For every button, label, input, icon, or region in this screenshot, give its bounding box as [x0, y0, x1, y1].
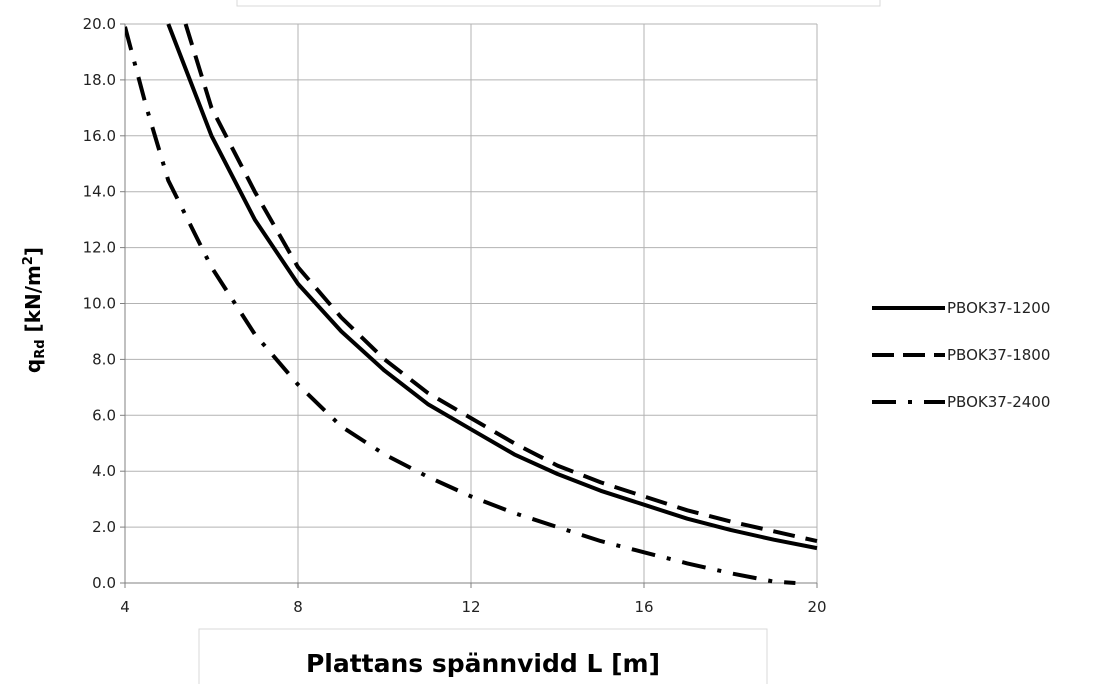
legend: PBOK37-1200 PBOK37-1800 PBOK37-2400 [872, 299, 1050, 411]
y-tick-label: 14.0 [83, 183, 116, 201]
x-tick-labels: 4 8 12 16 20 [120, 598, 826, 616]
y-axis-label-power: 2 [21, 256, 36, 265]
y-axis-label-unit-prefix: [kN/m [21, 265, 45, 339]
legend-label: PBOK37-2400 [947, 393, 1050, 411]
y-tick-label: 10.0 [83, 295, 116, 313]
legend-label: PBOK37-1200 [947, 299, 1050, 317]
y-tick-labels: 0.0 2.0 4.0 6.0 8.0 10.0 12.0 14.0 16.0 18.0 20.0 [83, 15, 116, 592]
x-tick-label: 12 [461, 598, 480, 616]
y-tick-label: 4.0 [92, 462, 116, 480]
y-axis-label-main: q [21, 359, 45, 373]
y-tick-label: 0.0 [92, 574, 116, 592]
series-line-pbok37-1200 [166, 23, 818, 551]
y-tick-label: 18.0 [83, 71, 116, 89]
series-lines [125, 23, 818, 585]
y-axis-label: qRd [kN/m2] [21, 247, 48, 373]
y-tick-label: 8.0 [92, 350, 116, 368]
y-tick-label: 16.0 [83, 127, 116, 145]
xlabel-frame-outline [198, 628, 768, 689]
y-tick-label: 12.0 [83, 239, 116, 257]
y-tick-label: 2.0 [92, 518, 116, 536]
x-tick-label: 20 [807, 598, 826, 616]
y-tick-label: 20.0 [83, 15, 116, 33]
x-tick-label: 16 [634, 598, 653, 616]
gridlines [125, 23, 818, 583]
series-line-pbok37-2400 [125, 26, 796, 585]
x-axis-label: Plattans spännvidd L [m] [306, 649, 660, 678]
top-frame-outline [236, 0, 881, 7]
y-axis-label-unit-suffix: ] [21, 247, 45, 256]
axes [120, 23, 818, 588]
x-tick-label: 8 [293, 598, 303, 616]
y-tick-label: 6.0 [92, 406, 116, 424]
x-tick-label: 4 [120, 598, 130, 616]
legend-label: PBOK37-1800 [947, 346, 1050, 364]
y-axis-label-subscript: Rd [33, 339, 48, 358]
